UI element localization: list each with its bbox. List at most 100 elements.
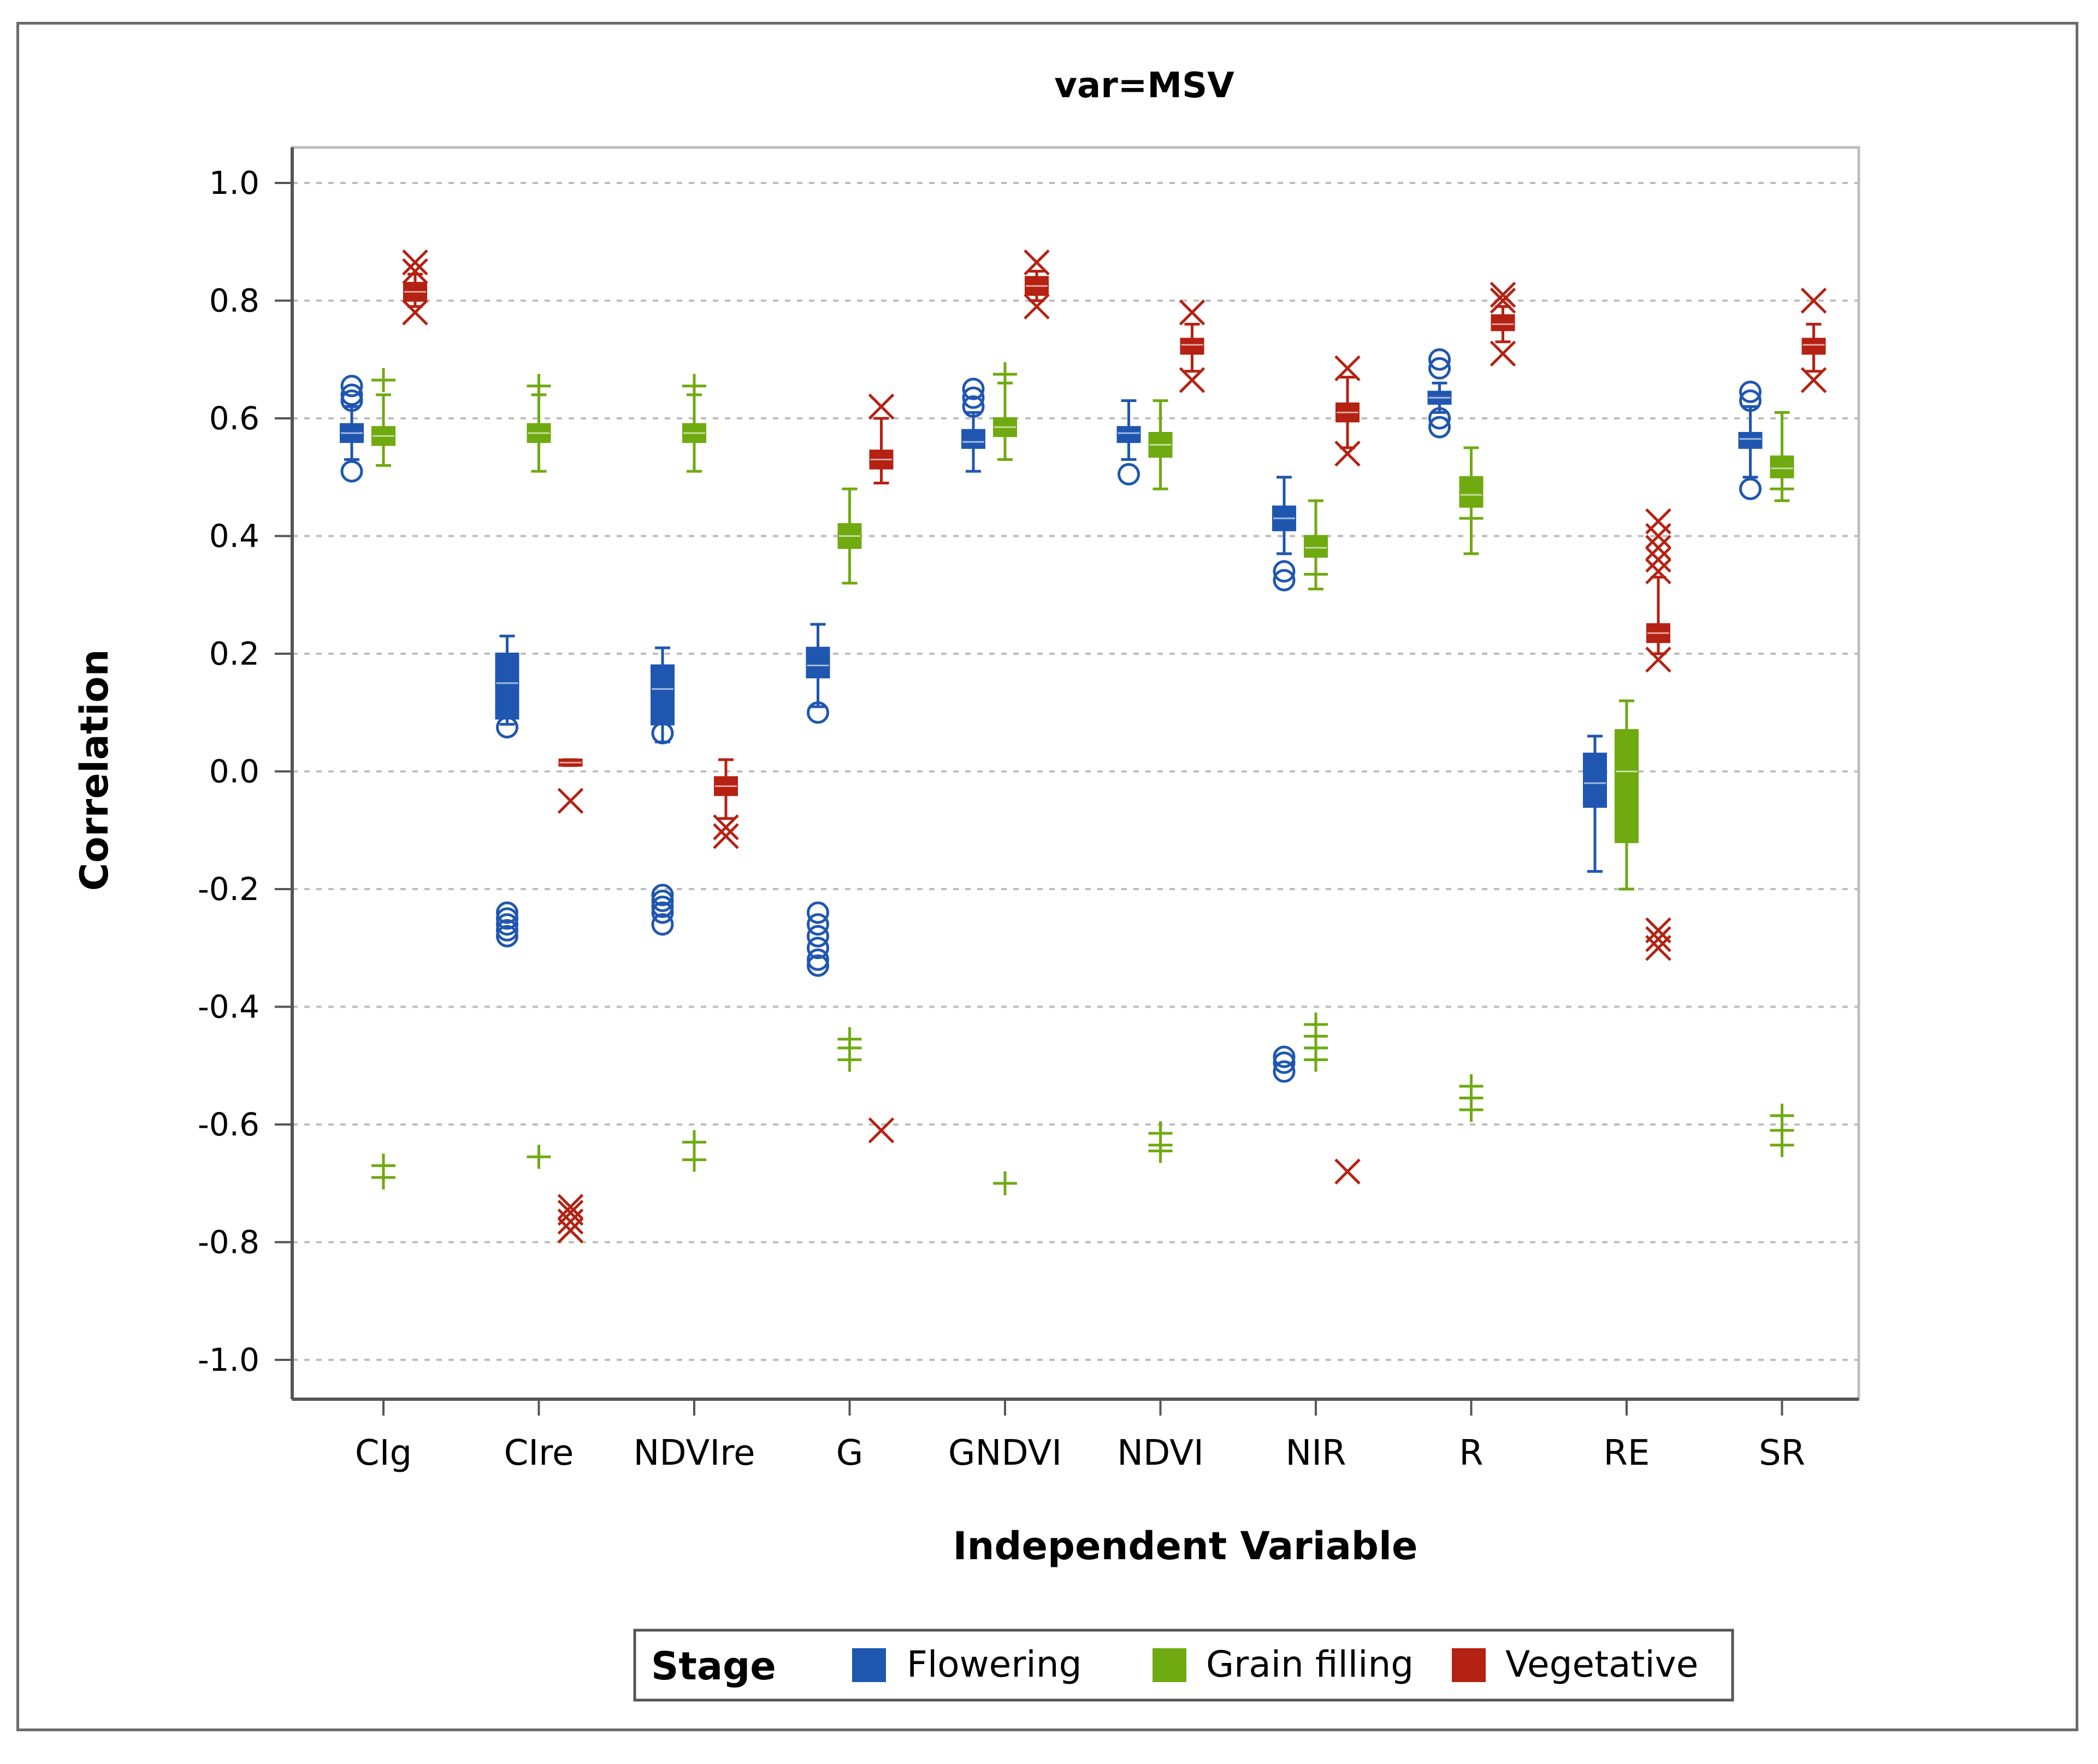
outlier-point	[1428, 348, 1451, 371]
outlier-point	[557, 1194, 584, 1220]
outlier-point	[651, 913, 674, 936]
outlier-stroke	[1800, 367, 1827, 393]
outlier-stroke	[1645, 934, 1671, 961]
outlier-point	[496, 913, 518, 936]
box-body	[1801, 338, 1826, 355]
x-tick-label: CIre	[504, 1433, 574, 1473]
outlier-stroke	[402, 299, 428, 325]
outlier-point	[496, 925, 518, 948]
outlier-point	[557, 1217, 584, 1244]
outlier-stroke	[1645, 535, 1671, 561]
box-body	[1738, 431, 1763, 449]
box-body	[806, 647, 830, 679]
outlier-point	[651, 890, 674, 913]
outlier-stroke	[868, 1117, 895, 1144]
x-tick-label: SR	[1759, 1433, 1805, 1473]
outlier-point	[1645, 647, 1671, 673]
x-tick-label: G	[836, 1433, 864, 1473]
outlier-point	[527, 1145, 551, 1169]
outlier-point	[651, 721, 674, 744]
outlier-point	[807, 913, 829, 936]
box-g	[806, 623, 830, 977]
outlier-stroke	[1179, 367, 1205, 393]
box-ndvire	[713, 758, 739, 849]
box-gndvi	[961, 377, 985, 473]
outlier-point	[557, 788, 584, 814]
box-body	[495, 653, 519, 720]
outlier-point	[1179, 299, 1205, 325]
outlier-point	[1273, 569, 1296, 591]
box-nir	[1334, 355, 1361, 1185]
outlier-point	[868, 1117, 895, 1144]
outlier-stroke	[1490, 340, 1516, 367]
outlier-point	[1334, 440, 1361, 467]
y-tick-label: -0.2	[198, 871, 259, 908]
outlier-point	[340, 375, 363, 398]
outlier-point	[807, 954, 829, 977]
box-body	[1116, 426, 1141, 443]
box-nir	[1272, 476, 1296, 1083]
box-sr	[1800, 287, 1827, 393]
outlier-stroke	[557, 1217, 584, 1244]
outlier-point	[1490, 340, 1516, 367]
box-gndvi	[1024, 249, 1050, 320]
outlier-point	[1739, 389, 1762, 412]
outlier-point	[651, 895, 674, 918]
outlier-point	[1118, 463, 1140, 486]
box-body	[1180, 338, 1204, 355]
outlier-point	[1459, 506, 1484, 531]
outlier-point	[371, 1165, 395, 1189]
outlier-point	[1334, 355, 1361, 382]
outlier-point	[1739, 477, 1762, 500]
y-tick-label: 1.0	[209, 164, 259, 202]
legend-label-grain-filling: Grain filling	[1206, 1643, 1414, 1685]
outlier-point	[1179, 367, 1205, 393]
box-re	[1615, 699, 1639, 891]
outlier-point	[1459, 1098, 1484, 1122]
gridlines	[292, 182, 1859, 1361]
outlier-point	[1645, 546, 1671, 573]
outlier-point	[1490, 287, 1516, 314]
outlier-point	[557, 1209, 584, 1235]
chart-title: var=MSV	[1054, 66, 1234, 106]
outlier-point	[713, 823, 739, 849]
outlier-point	[1304, 562, 1328, 587]
outlier-point	[993, 1171, 1017, 1195]
outlier-point	[807, 937, 829, 960]
box-r	[1427, 348, 1452, 439]
outlier-point	[651, 884, 674, 907]
outlier-point	[1739, 381, 1762, 404]
outlier-stroke	[402, 258, 428, 285]
box-ndvire	[682, 374, 706, 1172]
outlier-point	[340, 389, 363, 412]
outlier-point	[962, 386, 985, 409]
outlier-point	[1024, 249, 1050, 276]
outlier-point	[807, 948, 829, 971]
axes: 1.0 0.8 0.6 0.4 0.2 0.0 -0.2 -0.4 -0.6 -0.8 -1.0 CI…	[198, 147, 1859, 1473]
outlier-stroke	[557, 1209, 584, 1235]
outlier-stroke	[1334, 355, 1361, 382]
outlier-point	[1428, 416, 1451, 439]
x-tick-label: RE	[1604, 1433, 1650, 1473]
outlier-point	[1273, 1051, 1296, 1074]
outlier-point	[651, 901, 674, 924]
outlier-point	[1304, 1047, 1328, 1072]
box-body	[1615, 729, 1639, 843]
outlier-point	[1770, 477, 1794, 501]
box-r	[1490, 281, 1516, 367]
outlier-point	[807, 701, 829, 724]
y-axis-label: Correlation	[72, 649, 117, 891]
outlier-point	[402, 299, 428, 325]
y-tick-label: -0.8	[198, 1224, 259, 1261]
outlier-stroke	[1645, 926, 1671, 952]
outlier-point	[993, 362, 1017, 387]
box-cire	[495, 635, 519, 948]
box-cire	[557, 758, 584, 1244]
outlier-point	[496, 919, 518, 942]
outlier-point	[1148, 1139, 1173, 1163]
outlier-point	[1490, 281, 1516, 308]
outlier-point	[1024, 293, 1050, 320]
outlier-point	[527, 374, 551, 398]
box-re	[1583, 735, 1607, 873]
